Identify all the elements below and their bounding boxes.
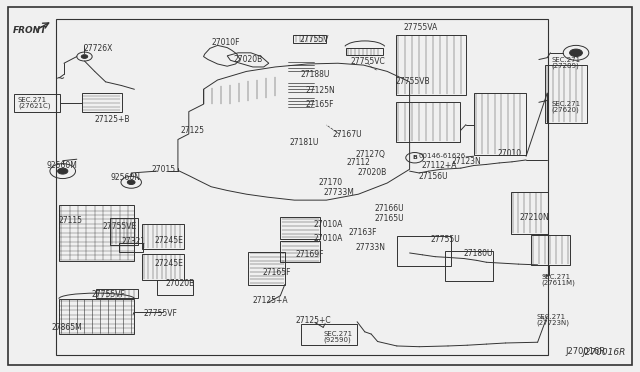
Text: 27210N: 27210N bbox=[520, 213, 549, 222]
Text: 27188U: 27188U bbox=[301, 70, 330, 79]
Text: 27165U: 27165U bbox=[374, 214, 404, 223]
Text: J270016R: J270016R bbox=[566, 347, 606, 356]
Text: 27755VF: 27755VF bbox=[92, 290, 125, 299]
Bar bbox=[301, 324, 357, 345]
Text: 27169F: 27169F bbox=[296, 250, 324, 259]
Bar bbox=[14, 94, 60, 112]
Bar bbox=[280, 241, 320, 262]
Text: 27112: 27112 bbox=[347, 158, 371, 167]
Text: 27755VF: 27755VF bbox=[144, 309, 178, 318]
Bar bbox=[396, 35, 466, 95]
Bar bbox=[59, 205, 134, 261]
Text: 27125+B: 27125+B bbox=[95, 115, 130, 124]
Text: 27245E: 27245E bbox=[155, 259, 184, 268]
Text: (27620): (27620) bbox=[552, 106, 579, 113]
Text: J270016R: J270016R bbox=[582, 348, 626, 357]
Text: ~: ~ bbox=[56, 74, 65, 84]
Text: SEC.271: SEC.271 bbox=[536, 314, 566, 320]
Text: 27115: 27115 bbox=[59, 216, 83, 225]
Text: 27010A: 27010A bbox=[314, 234, 343, 243]
Text: (27289): (27289) bbox=[552, 62, 579, 69]
Text: 27733N: 27733N bbox=[356, 243, 386, 252]
Text: 27015: 27015 bbox=[151, 165, 175, 174]
Text: 27170: 27170 bbox=[319, 178, 343, 187]
Text: 27163F: 27163F bbox=[348, 228, 377, 237]
Bar bbox=[396, 102, 460, 142]
Text: 27865M: 27865M bbox=[51, 323, 82, 332]
Bar bbox=[248, 252, 285, 285]
Text: 27755VA: 27755VA bbox=[403, 23, 438, 32]
Bar bbox=[293, 35, 326, 43]
Text: 27165F: 27165F bbox=[262, 268, 291, 277]
Bar bbox=[56, 19, 548, 355]
Text: 27112+A: 27112+A bbox=[421, 161, 456, 170]
Circle shape bbox=[58, 168, 68, 174]
Circle shape bbox=[570, 49, 582, 57]
Text: 27020B: 27020B bbox=[165, 279, 195, 288]
Bar bbox=[110, 218, 138, 245]
Text: (27723N): (27723N) bbox=[536, 319, 570, 326]
Text: B: B bbox=[412, 155, 417, 160]
Text: 27180U: 27180U bbox=[463, 249, 493, 258]
Bar bbox=[82, 93, 122, 112]
Text: 27166U: 27166U bbox=[374, 204, 404, 213]
Text: 27125+A: 27125+A bbox=[253, 296, 289, 305]
Text: 27167U: 27167U bbox=[333, 130, 362, 139]
Text: 27755VB: 27755VB bbox=[396, 77, 430, 86]
Text: 27733M: 27733M bbox=[324, 188, 355, 197]
Text: SEC.271: SEC.271 bbox=[324, 331, 353, 337]
Bar bbox=[511, 192, 548, 234]
Text: 27726X: 27726X bbox=[83, 44, 113, 53]
Text: 27181U: 27181U bbox=[289, 138, 319, 147]
Bar bbox=[474, 93, 526, 155]
Text: 27123N: 27123N bbox=[452, 157, 481, 166]
Text: 92560N: 92560N bbox=[110, 173, 140, 182]
Circle shape bbox=[81, 55, 88, 58]
Text: 00146-61626: 00146-61626 bbox=[419, 153, 466, 159]
Bar bbox=[545, 65, 587, 123]
Bar bbox=[157, 280, 193, 295]
Text: SEC.271: SEC.271 bbox=[541, 274, 571, 280]
Text: 27245E: 27245E bbox=[155, 236, 184, 245]
Text: 27755VE: 27755VE bbox=[102, 222, 137, 231]
Text: 27755V: 27755V bbox=[300, 35, 329, 44]
Text: 27127Q: 27127Q bbox=[356, 150, 386, 158]
Bar bbox=[142, 224, 184, 249]
Bar bbox=[397, 236, 451, 266]
Text: 27125: 27125 bbox=[180, 126, 205, 135]
Text: SEC.271: SEC.271 bbox=[552, 101, 581, 107]
Text: 27020B: 27020B bbox=[357, 168, 387, 177]
Bar bbox=[280, 217, 320, 239]
Bar bbox=[531, 235, 570, 265]
Bar bbox=[119, 243, 143, 252]
Text: 27125N: 27125N bbox=[306, 86, 335, 95]
Circle shape bbox=[127, 180, 135, 185]
Text: FRONT: FRONT bbox=[13, 26, 47, 35]
Text: 27165F: 27165F bbox=[306, 100, 335, 109]
Text: 27010: 27010 bbox=[498, 149, 522, 158]
Text: 27010F: 27010F bbox=[211, 38, 240, 47]
Bar bbox=[445, 251, 493, 281]
Bar bbox=[142, 254, 184, 280]
Text: SEC.271: SEC.271 bbox=[18, 97, 47, 103]
Text: 27020B: 27020B bbox=[234, 55, 263, 64]
Text: 92560M: 92560M bbox=[46, 161, 77, 170]
Text: 27755VC: 27755VC bbox=[351, 57, 385, 66]
Text: 27321: 27321 bbox=[122, 237, 146, 246]
Text: 27010A: 27010A bbox=[314, 220, 343, 229]
Text: 27156U: 27156U bbox=[419, 172, 448, 181]
Text: (92590): (92590) bbox=[324, 336, 351, 343]
Text: 27755U: 27755U bbox=[430, 235, 460, 244]
Bar bbox=[59, 299, 134, 334]
Bar bbox=[96, 289, 138, 298]
Bar bbox=[346, 48, 383, 55]
Text: (27621C): (27621C) bbox=[18, 103, 51, 109]
Text: SEC.271: SEC.271 bbox=[552, 57, 581, 63]
Text: 27125+C: 27125+C bbox=[296, 316, 332, 325]
Text: (27611M): (27611M) bbox=[541, 279, 575, 286]
